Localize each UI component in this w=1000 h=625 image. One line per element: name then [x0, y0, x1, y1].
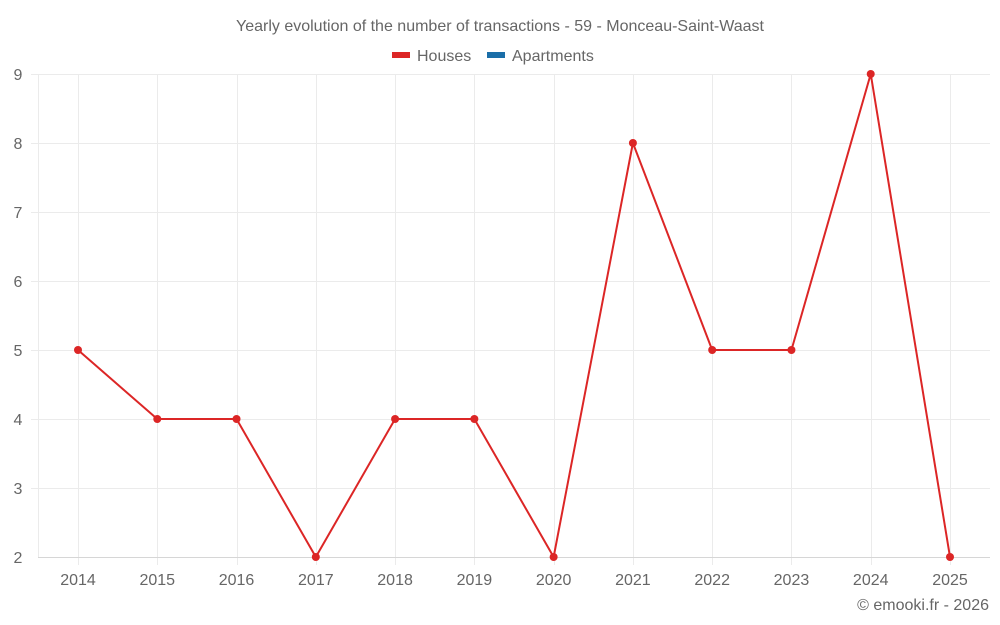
data-point[interactable] — [628, 139, 637, 147]
x-tick-label: 2016 — [219, 572, 255, 589]
legend: Houses Apartments — [392, 48, 594, 65]
x-tick-label: 2019 — [457, 572, 493, 589]
y-tick-label: 7 — [14, 205, 23, 222]
x-tick-label: 2021 — [615, 572, 651, 589]
y-tick-label: 4 — [14, 412, 23, 429]
x-axis-labels: 2014 2015 2016 2017 2018 2019 2020 2021 2022 2023… — [60, 572, 968, 589]
legend-label-houses: Houses — [417, 48, 471, 65]
data-point[interactable] — [708, 346, 717, 354]
y-tick-label: 3 — [14, 481, 23, 498]
x-tick-label: 2017 — [298, 572, 334, 589]
x-tick-label: 2015 — [139, 572, 175, 589]
legend-swatch-houses — [392, 52, 410, 58]
legend-swatch-apartments — [487, 52, 505, 58]
data-point[interactable] — [391, 415, 400, 423]
data-point[interactable] — [311, 553, 320, 561]
legend-item-houses[interactable]: Houses — [392, 48, 471, 65]
x-tick-label: 2022 — [694, 572, 730, 589]
data-point[interactable] — [866, 70, 875, 78]
x-tick-label: 2014 — [60, 572, 96, 589]
data-point[interactable] — [232, 415, 241, 423]
x-tick-label: 2024 — [853, 572, 889, 589]
x-gridlines — [38, 74, 951, 565]
legend-item-apartments[interactable]: Apartments — [487, 48, 594, 65]
y-tick-label: 8 — [14, 136, 23, 153]
y-tick-label: 6 — [14, 274, 23, 291]
data-point[interactable] — [153, 415, 162, 423]
y-tick-label: 9 — [14, 67, 23, 84]
x-tick-label: 2023 — [774, 572, 810, 589]
y-tick-label: 5 — [14, 343, 23, 360]
series-houses — [74, 70, 954, 561]
data-point[interactable] — [946, 553, 954, 561]
data-point[interactable] — [74, 346, 82, 354]
y-axis-labels: 2 3 4 5 6 7 8 9 — [14, 67, 23, 567]
data-point[interactable] — [470, 415, 479, 423]
y-gridlines — [31, 74, 990, 489]
data-point[interactable] — [549, 553, 558, 561]
chart-title: Yearly evolution of the number of transa… — [236, 18, 765, 35]
y-tick-label: 2 — [14, 550, 23, 567]
x-tick-label: 2020 — [536, 572, 572, 589]
x-tick-label: 2025 — [932, 572, 968, 589]
data-point[interactable] — [787, 346, 796, 354]
credit-text: © emooki.fr - 2026 — [857, 597, 989, 614]
legend-label-apartments: Apartments — [512, 48, 594, 65]
houses-line — [77, 73, 951, 558]
x-tick-label: 2018 — [377, 572, 413, 589]
